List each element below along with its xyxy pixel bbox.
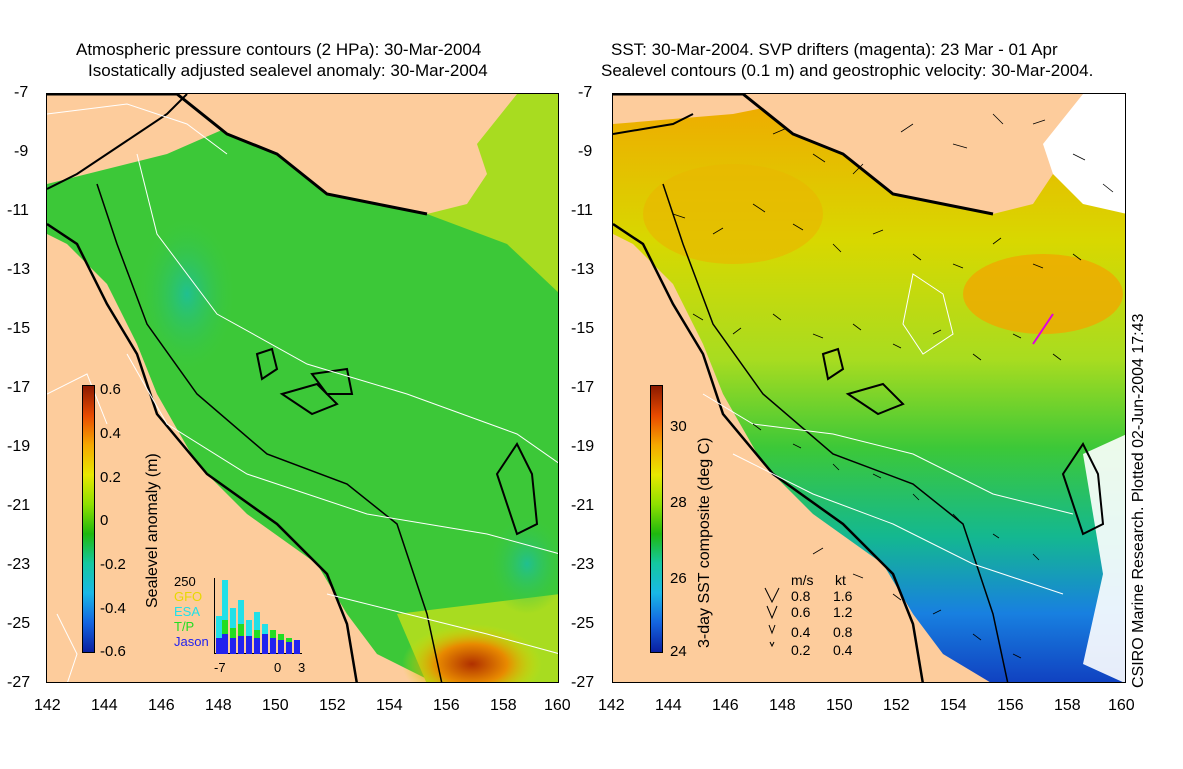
velocity-legend-ms: 0.2	[791, 642, 811, 658]
left-y-tick: -13	[7, 261, 31, 278]
left-x-tick: 148	[205, 697, 232, 714]
inset-xtick: 3	[298, 660, 306, 675]
right-y-tick: -7	[578, 84, 593, 101]
velocity-legend-kt: 0.4	[833, 642, 853, 658]
velocity-legend-header-kt: kt	[835, 572, 846, 588]
credit-stamp: CSIRO Marine Research. Plotted 02-Jun-20…	[1130, 313, 1147, 688]
velocity-legend-arrows	[764, 587, 780, 648]
right-colorbar-tick: 26	[670, 570, 687, 587]
left-y-tick: -17	[7, 379, 31, 396]
right-colorbar-tick: 30	[670, 418, 687, 435]
inset-xtick: -7	[214, 660, 226, 675]
inset-legend-tp: T/P	[174, 619, 195, 634]
left-x-tick: 156	[433, 697, 460, 714]
left-x-tick: 146	[148, 697, 175, 714]
left-y-tick: -7	[14, 84, 29, 101]
right-x-tick: 160	[1108, 697, 1135, 714]
left-title-line2: Isostatically adjusted sealevel anomaly:…	[88, 61, 488, 80]
inset-xtick: 0	[274, 660, 282, 675]
right-y-tick: -17	[571, 379, 595, 396]
right-x-tick: 152	[883, 697, 910, 714]
right-x-tick: 156	[997, 697, 1024, 714]
right-colorbar-tick: 28	[670, 494, 687, 511]
velocity-legend-kt: 1.6	[833, 588, 853, 604]
right-x-tick: 144	[655, 697, 682, 714]
left-y-tick: -27	[7, 674, 31, 691]
inset-count-label: 250	[174, 574, 196, 589]
right-x-tick: 148	[769, 697, 796, 714]
left-y-tick: -19	[7, 438, 31, 455]
left-x-tick: 142	[34, 697, 61, 714]
left-title-line1: Atmospheric pressure contours (2 HPa): 3…	[76, 40, 482, 59]
right-y-tick: -19	[571, 438, 595, 455]
inset-bars	[216, 580, 300, 654]
right-x-tick: 158	[1054, 697, 1081, 714]
left-y-tick: -21	[7, 497, 31, 514]
velocity-legend-ms: 0.4	[791, 624, 811, 640]
velocity-legend-header-ms: m/s	[791, 572, 814, 588]
left-y-tick: -9	[14, 143, 29, 160]
right-y-tick: -23	[571, 556, 595, 573]
right-title-line1: SST: 30-Mar-2004. SVP drifters (magenta)…	[611, 40, 1058, 59]
left-colorbar-tick: 0.6	[100, 381, 121, 398]
left-y-tick: -23	[7, 556, 31, 573]
velocity-arrows	[672, 113, 1114, 659]
inset-legend-gfo: GFO	[174, 589, 203, 604]
left-colorbar-tick: 0	[100, 512, 109, 529]
left-colorbar-tick: 0.4	[100, 425, 121, 442]
left-map	[46, 93, 559, 683]
left-colorbar-tick: -0.4	[100, 600, 126, 617]
left-y-tick: -15	[7, 320, 31, 337]
left-x-tick: 144	[91, 697, 118, 714]
right-y-tick: -27	[571, 674, 595, 691]
left-colorbar-label: Sealevel anomaly (m)	[144, 453, 161, 608]
left-colorbar-tick: -0.6	[100, 643, 126, 660]
right-y-tick: -9	[578, 143, 593, 160]
right-y-tick: -13	[571, 261, 595, 278]
velocity-legend-ms: 0.8	[791, 588, 811, 604]
left-map-canvas	[47, 94, 558, 682]
right-y-tick: -21	[571, 497, 595, 514]
inset-legend-esa: ESA	[174, 604, 201, 619]
right-map	[612, 93, 1126, 683]
right-colorbar-label: 3-day SST composite (deg C)	[696, 437, 713, 648]
inset-bar-chart	[214, 578, 302, 654]
right-x-tick: 154	[940, 697, 967, 714]
right-x-tick: 146	[712, 697, 739, 714]
inset-legend-jason: Jason	[174, 634, 209, 649]
left-x-tick: 154	[376, 697, 403, 714]
left-y-tick: -25	[7, 615, 31, 632]
left-x-tick: 158	[490, 697, 517, 714]
right-map-canvas	[613, 94, 1125, 682]
right-colorbar	[650, 385, 663, 653]
right-y-tick: -15	[571, 320, 595, 337]
velocity-legend-ms: 0.6	[791, 604, 811, 620]
left-colorbar-tick: -0.2	[100, 556, 126, 573]
left-x-tick: 150	[262, 697, 289, 714]
right-y-tick: -25	[571, 615, 595, 632]
right-x-tick: 142	[598, 697, 625, 714]
velocity-legend-kt: 1.2	[833, 604, 853, 620]
right-y-tick: -11	[571, 202, 593, 219]
right-title-line2: Sealevel contours (0.1 m) and geostrophi…	[601, 61, 1094, 80]
left-x-tick: 160	[544, 697, 571, 714]
velocity-legend-kt: 0.8	[833, 624, 853, 640]
right-x-tick: 150	[826, 697, 853, 714]
left-colorbar	[82, 385, 95, 653]
left-x-tick: 152	[319, 697, 346, 714]
left-y-tick: -11	[7, 202, 29, 219]
right-colorbar-tick: 24	[670, 643, 687, 660]
left-colorbar-tick: 0.2	[100, 469, 121, 486]
